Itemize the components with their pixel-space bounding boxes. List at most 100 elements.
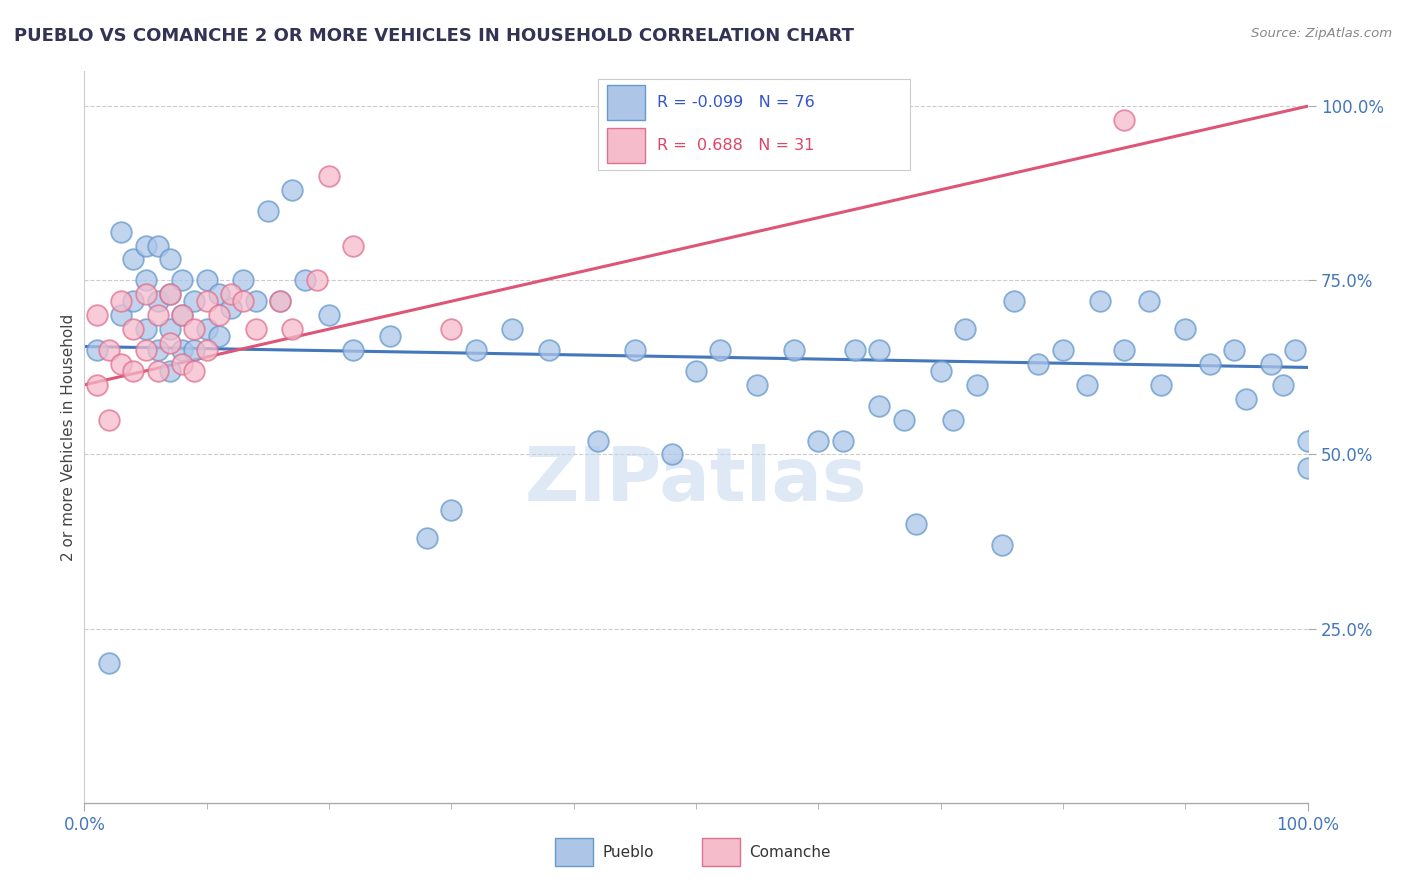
Point: [416, 531, 439, 545]
Point: [97, 657, 120, 671]
Point: [86, 308, 108, 322]
Point: [122, 294, 145, 309]
Point: [1296, 434, 1319, 448]
Point: [122, 364, 145, 378]
Point: [1052, 343, 1074, 357]
Point: [159, 336, 181, 351]
Point: [624, 343, 647, 357]
Point: [159, 252, 181, 267]
Point: [195, 343, 218, 357]
Point: [135, 238, 157, 252]
Point: [318, 308, 340, 322]
Point: [1150, 377, 1173, 392]
Point: [1088, 294, 1111, 309]
Point: [122, 252, 145, 267]
Point: [538, 343, 561, 357]
Point: [1236, 392, 1258, 406]
Point: [831, 434, 853, 448]
Point: [1198, 357, 1220, 371]
Point: [183, 364, 205, 378]
Point: [1174, 322, 1197, 336]
Point: [172, 357, 194, 371]
Point: [1002, 294, 1025, 309]
Point: [685, 364, 707, 378]
Point: [1284, 343, 1306, 357]
Point: [380, 329, 402, 343]
Point: [709, 343, 731, 357]
Point: [342, 343, 364, 357]
Point: [195, 322, 218, 336]
Point: [97, 343, 120, 357]
Point: [110, 294, 132, 309]
Point: [747, 377, 769, 392]
Point: [172, 273, 194, 287]
Point: [110, 308, 132, 322]
Point: [195, 273, 218, 287]
Point: [661, 448, 683, 462]
Text: PUEBLO VS COMANCHE 2 OR MORE VEHICLES IN HOUSEHOLD CORRELATION CHART: PUEBLO VS COMANCHE 2 OR MORE VEHICLES IN…: [14, 27, 853, 45]
Point: [464, 343, 486, 357]
Point: [1076, 377, 1098, 392]
Point: [232, 294, 254, 309]
Point: [245, 322, 267, 336]
Y-axis label: 2 or more Vehicles in Household: 2 or more Vehicles in Household: [60, 313, 76, 561]
Point: [110, 357, 132, 371]
Point: [172, 343, 194, 357]
Point: [807, 434, 830, 448]
Point: [135, 287, 157, 301]
Point: [269, 294, 291, 309]
Point: [135, 273, 157, 287]
Point: [159, 287, 181, 301]
Point: [146, 238, 169, 252]
Point: [318, 169, 340, 183]
Point: [110, 225, 132, 239]
Point: [294, 273, 316, 287]
Point: [929, 364, 952, 378]
Point: [208, 308, 231, 322]
Point: [135, 322, 157, 336]
Point: [183, 343, 205, 357]
Point: [1114, 343, 1136, 357]
Point: [122, 322, 145, 336]
Point: [1260, 357, 1282, 371]
Point: [245, 294, 267, 309]
Point: [146, 308, 169, 322]
Point: [869, 399, 891, 413]
Point: [146, 294, 169, 309]
Point: [172, 308, 194, 322]
Point: [869, 343, 891, 357]
Point: [257, 203, 280, 218]
Point: [135, 343, 157, 357]
Point: [269, 294, 291, 309]
Point: [1223, 343, 1246, 357]
Point: [1114, 113, 1136, 128]
Point: [281, 322, 304, 336]
Point: [208, 329, 231, 343]
Point: [991, 538, 1014, 552]
Point: [159, 287, 181, 301]
Point: [953, 322, 976, 336]
Point: [942, 412, 965, 426]
Point: [183, 322, 205, 336]
Point: [1272, 377, 1295, 392]
Point: [97, 412, 120, 426]
Point: [183, 294, 205, 309]
Point: [219, 287, 242, 301]
Point: [1137, 294, 1160, 309]
Point: [146, 343, 169, 357]
Point: [1296, 461, 1319, 475]
Point: [172, 308, 194, 322]
Point: [305, 273, 328, 287]
Point: [281, 183, 304, 197]
Point: [1028, 357, 1050, 371]
Point: [159, 364, 181, 378]
Point: [586, 434, 609, 448]
Point: [146, 364, 169, 378]
Point: [86, 343, 108, 357]
Point: [893, 412, 915, 426]
Point: [783, 343, 806, 357]
Point: [502, 322, 524, 336]
Point: [440, 503, 463, 517]
Point: [342, 238, 364, 252]
Point: [232, 273, 254, 287]
